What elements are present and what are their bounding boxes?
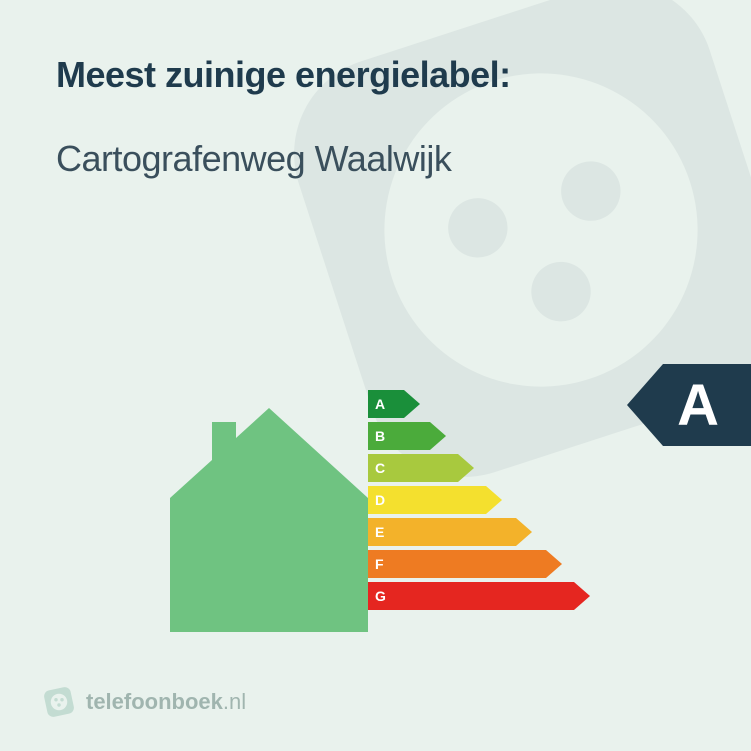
energy-bar-label: A — [375, 390, 385, 418]
location-name: Cartografenweg Waalwijk — [56, 138, 695, 180]
footer-brand: telefoonboek.nl — [86, 689, 246, 715]
rating-badge: A — [627, 364, 751, 446]
energy-bar-label: G — [375, 582, 386, 610]
page-title: Meest zuinige energielabel: — [56, 54, 695, 96]
rating-letter: A — [677, 372, 719, 439]
energy-label-graphic: ABCDEFG A — [0, 350, 751, 650]
footer-brand-name: telefoonboek — [86, 689, 223, 714]
energy-bar-label: F — [375, 550, 384, 578]
footer: telefoonboek.nl — [44, 687, 246, 717]
logo-icon — [44, 687, 74, 717]
footer-tld: .nl — [223, 689, 246, 714]
energy-bar-label: C — [375, 454, 385, 482]
house-icon — [170, 408, 368, 632]
energy-bar-label: D — [375, 486, 385, 514]
energy-bar-label: B — [375, 422, 385, 450]
energy-bar-label: E — [375, 518, 384, 546]
